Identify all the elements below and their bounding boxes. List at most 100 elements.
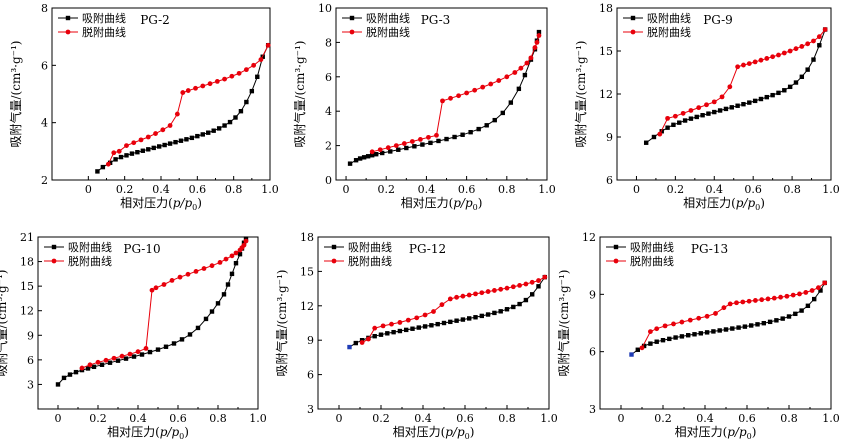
y-tick-label: 3 [27,378,34,391]
data-point [124,153,129,158]
x-tick-label: 0.4 [414,412,432,425]
y-tick-label: 9 [307,334,314,347]
data-point [518,65,524,71]
data-point [429,323,434,328]
data-point [173,139,178,145]
data-point [662,323,668,329]
y-tick-label: 2 [325,140,332,153]
data-point [189,135,195,141]
data-point [639,345,645,351]
legend-label: 脱附曲线 [348,254,392,268]
x-tick-label: 0.4 [418,183,436,196]
data-point [721,305,727,311]
data-point [416,325,421,330]
pg-12-chart: 0 0.2 0.4 0.6 0.8 1.0 3 6 9 12 15 18 相对压力(p/p0) 吸附气量/… [274,231,558,441]
legend-marker-square [65,15,71,21]
data-point [822,27,828,32]
x-tick-label: 0 [336,412,343,425]
legend-label: 吸附曲线 [68,240,112,254]
x-tick-label: 0.6 [456,412,474,425]
data-point [641,343,647,349]
data-point [251,62,257,68]
y-tick-label: 6 [307,369,314,382]
data-point [472,87,478,93]
data-point [201,266,207,271]
data-point [422,324,428,329]
data-point [156,144,162,149]
data-point [712,109,717,115]
data-point [517,301,522,307]
data-point [385,331,390,336]
pg-9-chart: 0 0.2 0.4 0.6 0.8 1.0 6 9 12 15 18 相对压力(p/p0) 吸附气量/(… [573,2,840,212]
data-point [793,311,798,317]
data-point [195,133,200,139]
data-point [211,128,216,133]
data-point [233,115,238,120]
data-point [221,292,227,297]
data-point [468,129,473,135]
x-tick-label: 0 [633,183,640,196]
data-point [243,67,249,73]
data-point [426,134,431,140]
data-point [409,139,415,144]
x-tick-label: 0.6 [744,183,762,196]
data-point [770,54,776,60]
data-point [236,70,242,76]
data-point [755,322,760,327]
data-point [727,84,733,90]
data-point [688,108,694,113]
data-point [217,259,223,265]
data-point [781,50,787,56]
data-point [536,278,541,283]
data-point [704,102,709,108]
data-point [696,315,702,321]
data-point [385,145,391,151]
data-point [696,105,702,111]
data-point [209,309,215,314]
data-point [660,338,666,343]
x-axis-label: 相对压力(p/p0) [393,425,475,441]
y-tick-label: 12 [582,231,596,244]
data-point [139,352,145,357]
data-point [667,336,672,342]
y-tick-label: 18 [300,231,314,244]
legend-marker-circle [65,29,71,35]
data-point [153,285,159,291]
data-point [161,282,167,287]
series-line [631,282,826,355]
x-tick-label: 0 [55,412,62,425]
data-point [447,296,453,302]
data-point [167,141,173,146]
data-point [517,282,522,288]
data-point [767,319,773,325]
x-tick-label: 1.0 [822,412,840,425]
data-point [372,333,377,339]
data-point [444,136,449,142]
data-point [817,43,822,48]
data-point [680,110,686,116]
data-point [648,329,653,334]
data-point [143,345,149,351]
data-point [61,375,67,381]
data-point [237,252,243,257]
data-point [229,73,235,79]
data-point [523,297,529,303]
data-point [145,134,151,140]
data-point [79,365,85,371]
x-tick-label: 1.0 [540,412,558,425]
data-point [123,356,129,361]
data-point [169,278,175,283]
y-tick-label: 12 [20,305,34,318]
data-point [510,284,516,290]
data-point [648,341,653,346]
x-tick-label: 0.8 [498,412,516,425]
y-axis-label: 吸附气量/(cm³·g⁻¹) [573,41,588,148]
y-tick-label: 2 [41,174,48,187]
x-tick-label: 0.8 [780,412,798,425]
data-point [629,352,634,357]
legend-marker-circle [349,29,355,35]
data-point [116,148,122,154]
